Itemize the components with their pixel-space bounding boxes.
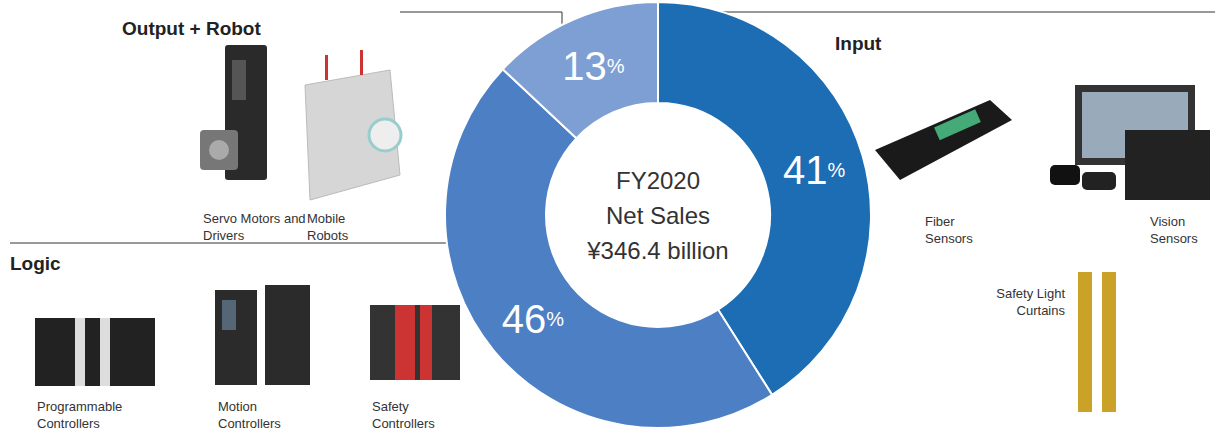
svg-text:13%: 13%: [562, 44, 625, 88]
html-text:Output + Robot: Output + Robot: [122, 18, 261, 39]
html-text:Net Sales: Net Sales: [606, 202, 710, 229]
html-text:Mobile Robots: Mobile Robots: [307, 211, 349, 243]
html-text:Safety Controllers: Safety Controllers: [372, 399, 435, 431]
html-text:Input: Input: [835, 33, 882, 54]
html-text:Programmable Controllers: Programmable Controllers: [37, 399, 123, 431]
html-text:Safety Light Curtains: Safety Light Curtains: [996, 286, 1065, 318]
svg-text:41%: 41%: [783, 148, 846, 192]
html-text:Servo Motors and Drivers: Servo Motors and Drivers: [203, 211, 306, 243]
html-text:Fiber Sensors: Fiber Sensors: [925, 214, 973, 246]
html-text:Motion Controllers: Motion Controllers: [218, 399, 281, 431]
html-text:Logic: Logic: [10, 253, 61, 274]
html-text:Vision Sensors: Vision Sensors: [1150, 214, 1198, 246]
html-text:FY2020: FY2020: [616, 167, 700, 194]
html-text:¥346.4 billion: ¥346.4 billion: [587, 237, 729, 264]
svg-text:46%: 46%: [502, 297, 565, 341]
